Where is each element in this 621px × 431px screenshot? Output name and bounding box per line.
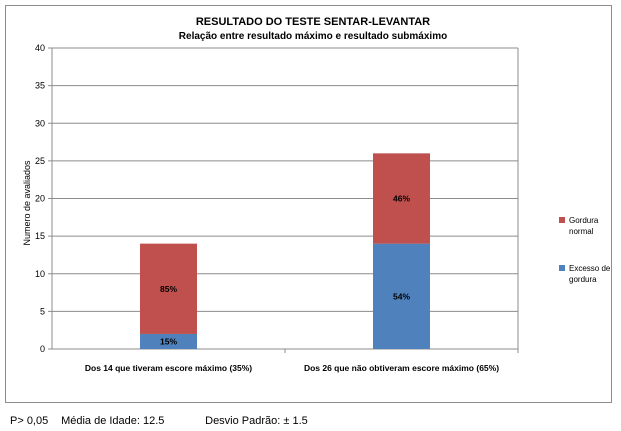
footer: P> 0,05 Média de Idade: 12.5 Desvio Padr…: [10, 415, 308, 427]
std-dev-text: Desvio Padrão: ± 1.5: [205, 415, 308, 427]
labels-layer: 15% 85% 54% 46%: [160, 194, 410, 347]
grid-layer: [52, 47, 518, 312]
y-tick-label: 10: [35, 269, 45, 279]
y-axis-title: Numero de avaliados: [22, 160, 32, 246]
x-category-label: Dos 26 que não obtiveram escore máximo (…: [304, 363, 499, 373]
y-tick-label: 15: [35, 231, 45, 241]
legend-label: Gordura normal: [569, 216, 599, 236]
bar-segment: [140, 243, 197, 334]
bar-segment: [373, 243, 430, 349]
p-value-text: P> 0,05: [10, 415, 49, 427]
y-tick-label: 40: [35, 43, 45, 53]
y-tick-label: 0: [40, 344, 45, 354]
chart-subtitle: Relação entre resultado máximo e resulta…: [179, 31, 447, 42]
data-label: 54%: [393, 291, 410, 301]
bar-segment: [373, 153, 430, 244]
axis-layer: 0 5 10 15 20 25 30 35 40 Dos 14 que tiveram escor…: [35, 43, 519, 373]
mean-age-text: Média de Idade: 12.5: [61, 415, 165, 427]
y-tick-label: 20: [35, 194, 45, 204]
legend-label: Excesso de gordura: [569, 264, 611, 284]
data-label: 46%: [393, 194, 410, 204]
data-label: 85%: [160, 284, 177, 294]
y-tick-label: 30: [35, 118, 45, 128]
y-tick-label: 35: [35, 81, 45, 91]
chart-frame: RESULTADO DO TESTE SENTAR-LEVANTAR Relaç…: [5, 5, 612, 403]
legend-swatch: [559, 265, 565, 271]
legend: Gordura normal Excesso de gordura: [559, 216, 611, 284]
chart-title: RESULTADO DO TESTE SENTAR-LEVANTAR: [196, 16, 430, 28]
y-tick-label: 25: [35, 156, 45, 166]
legend-swatch: [559, 217, 565, 223]
bar-segment: [140, 333, 197, 349]
y-tick-label: 5: [40, 306, 45, 316]
chart-svg: RESULTADO DO TESTE SENTAR-LEVANTAR Relaç…: [22, 16, 611, 373]
data-label: 15%: [160, 336, 177, 346]
bars-layer: [140, 153, 430, 349]
x-category-label: Dos 14 que tiveram escore máximo (35%): [85, 363, 252, 373]
